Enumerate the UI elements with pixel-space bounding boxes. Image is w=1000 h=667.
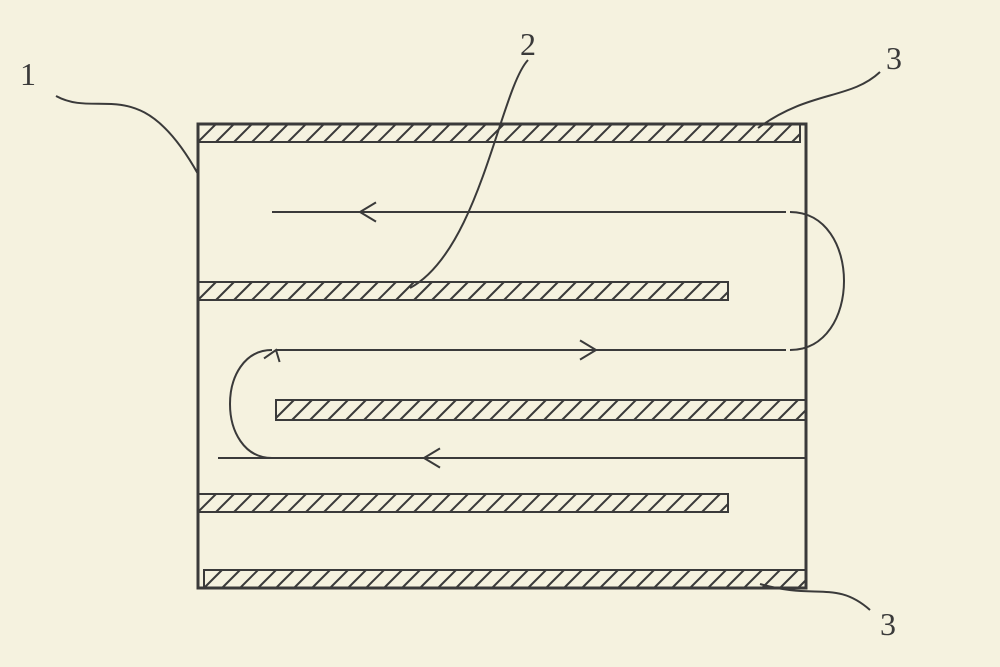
leader-2: [410, 60, 528, 288]
callout-label-3-bottom: 3: [880, 606, 896, 643]
callout-label-1: 1: [20, 56, 36, 93]
leader-1: [56, 96, 198, 174]
hatched-bar-2: [276, 400, 806, 420]
u-turn-0: [790, 212, 844, 350]
callout-label-2: 2: [520, 26, 536, 63]
hatched-bar-1: [198, 282, 728, 300]
u-turn-1: [230, 350, 280, 458]
hatched-bar-3: [198, 494, 728, 512]
outer-frame: [198, 124, 806, 588]
flow-arrow-0: [272, 202, 786, 221]
flow-arrow-2: [218, 448, 806, 467]
diagram-canvas: [0, 0, 1000, 667]
callout-label-3-top: 3: [886, 40, 902, 77]
leader-3-bottom: [760, 584, 870, 610]
hatched-bar-4: [204, 570, 806, 588]
flow-arrow-1: [276, 340, 786, 359]
leader-3-top: [758, 72, 880, 128]
